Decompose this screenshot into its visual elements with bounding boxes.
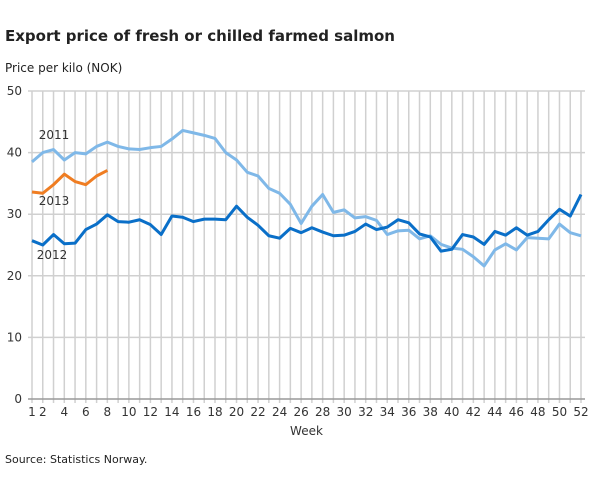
x-tick-label: 46 xyxy=(509,405,524,419)
x-tick-label: 32 xyxy=(358,405,373,419)
x-tick-label: 42 xyxy=(466,405,481,419)
x-tick-label: 44 xyxy=(487,405,502,419)
x-tick-label: 4 xyxy=(60,405,68,419)
chart-title: Export price of fresh or chilled farmed … xyxy=(5,27,395,45)
x-tick-label: 40 xyxy=(444,405,459,419)
x-tick-label: 18 xyxy=(207,405,222,419)
x-tick-label: 28 xyxy=(315,405,330,419)
x-tick-label: 30 xyxy=(337,405,352,419)
x-tick-label: 48 xyxy=(530,405,545,419)
x-tick-label: 16 xyxy=(186,405,201,419)
x-tick-label: 14 xyxy=(164,405,179,419)
x-tick-label: 38 xyxy=(423,405,438,419)
series-line-2013 xyxy=(31,169,109,195)
series-line-2011 xyxy=(31,128,582,268)
x-tick-label: 1 xyxy=(28,405,36,419)
y-tick-label: 50 xyxy=(7,84,22,98)
y-axis-label: Price per kilo (NOK) xyxy=(5,61,123,75)
source-note: Source: Statistics Norway. xyxy=(5,453,148,466)
series-label-2011: 2011 xyxy=(39,128,70,142)
x-tick-label: 26 xyxy=(293,405,308,419)
series-line-2012 xyxy=(31,193,583,253)
x-tick-label: 36 xyxy=(401,405,416,419)
x-tick-label: 6 xyxy=(82,405,90,419)
series-label-2013: 2013 xyxy=(39,194,70,208)
x-tick-label: 12 xyxy=(143,405,158,419)
x-tick-label: 52 xyxy=(573,405,588,419)
y-tick-label: 40 xyxy=(7,146,22,160)
x-tick-label: 2 xyxy=(39,405,47,419)
x-tick-label: 22 xyxy=(250,405,265,419)
x-tick-label: 20 xyxy=(229,405,244,419)
y-tick-label: 20 xyxy=(7,269,22,283)
series-label-2012: 2012 xyxy=(37,248,68,262)
y-tick-label: 0 xyxy=(14,392,22,406)
x-tick-label: 24 xyxy=(272,405,287,419)
x-tick-label: 8 xyxy=(104,405,112,419)
x-axis-label: Week xyxy=(290,424,323,438)
x-tick-label: 50 xyxy=(552,405,567,419)
x-tick-label: 34 xyxy=(380,405,395,419)
y-tick-label: 30 xyxy=(7,207,22,221)
y-tick-label: 10 xyxy=(7,330,22,344)
x-tick-label: 10 xyxy=(121,405,136,419)
